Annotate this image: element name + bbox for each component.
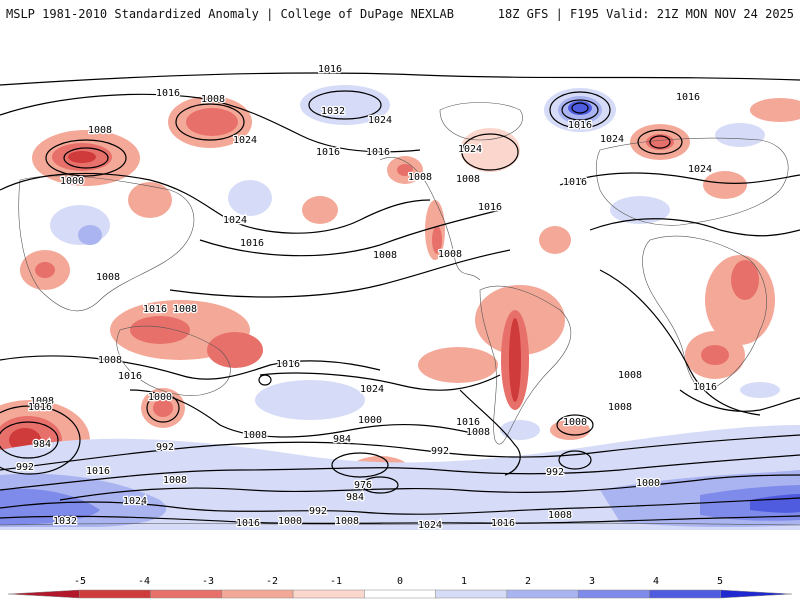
isobar-label: 1024 xyxy=(688,164,712,175)
isobar-label: 1032 xyxy=(321,106,345,117)
isobar-label: 1008 xyxy=(548,510,572,521)
isobar-label: 1008 xyxy=(163,475,187,486)
colorbar-swatch xyxy=(7,589,80,599)
isobar-label: 1024 xyxy=(223,215,247,226)
isobar-label: 1032 xyxy=(53,516,77,527)
colorbar-tick-label: -5 xyxy=(74,576,86,587)
isobar-label: 1016 xyxy=(143,304,167,315)
isobar-label: 1024 xyxy=(458,144,482,155)
coastlines xyxy=(0,102,800,526)
isobar-label: 1016 xyxy=(318,64,342,75)
isobar-label: 992 xyxy=(156,442,174,453)
isobar-label: 1016 xyxy=(240,238,264,249)
isobar-label: 1008 xyxy=(608,402,632,413)
isobar-label: 1008 xyxy=(243,430,267,441)
isobar-contours xyxy=(0,72,800,524)
header-bar: MSLP 1981-2010 Standardized Anomaly | Co… xyxy=(0,0,800,30)
isobar-label: 1016 xyxy=(236,518,260,529)
colorbar-swatch xyxy=(577,589,650,599)
colorbar-swatch xyxy=(292,589,365,599)
isobar-label: 1008 xyxy=(456,174,480,185)
isobar-label: 984 xyxy=(33,439,51,450)
isobar-label: 1016 xyxy=(693,382,717,393)
colorbar-swatches xyxy=(7,589,793,599)
isobar-label: 1016 xyxy=(316,147,340,158)
isobar-label: 992 xyxy=(16,462,34,473)
colorbar-tick-label: -1 xyxy=(330,576,342,587)
isobar-label: 1024 xyxy=(123,496,147,507)
colorbar-swatch xyxy=(150,589,223,599)
isobar-label: 1008 xyxy=(466,427,490,438)
isobar-label: 992 xyxy=(309,506,327,517)
isobar-label: 1016 xyxy=(478,202,502,213)
map-title: MSLP 1981-2010 Standardized Anomaly | Co… xyxy=(6,7,454,21)
colorbar-tick-label: 2 xyxy=(525,576,531,587)
isobar-label: 1016 xyxy=(568,120,592,131)
isobar-label: 1008 xyxy=(335,516,359,527)
colorbar-swatch xyxy=(720,589,793,599)
isobar-label: 1024 xyxy=(368,115,392,126)
isobar-label: 1008 xyxy=(173,304,197,315)
isobar-label: 1024 xyxy=(600,134,624,145)
isobar-label: 976 xyxy=(354,480,372,491)
colorbar-tick-label: -2 xyxy=(266,576,278,587)
isobar-label: 1008 xyxy=(438,249,462,260)
isobar-label: 1008 xyxy=(201,94,225,105)
isobar-label: 1000 xyxy=(148,392,172,403)
colorbar-tick-label: 3 xyxy=(589,576,595,587)
colorbar-tick-label: -3 xyxy=(202,576,214,587)
isobar-label: 992 xyxy=(431,446,449,457)
isobar-label: 1016 xyxy=(156,88,180,99)
isobar-label: 1024 xyxy=(360,384,384,395)
isobar-label: 1000 xyxy=(636,478,660,489)
isobar-label: 1016 xyxy=(28,402,52,413)
colorbar-tick-label: 5 xyxy=(717,576,723,587)
isobar-label: 992 xyxy=(546,467,564,478)
positive-anomaly-shading xyxy=(0,85,800,530)
isobar-label: 1016 xyxy=(491,518,515,529)
colorbar-tick-label: 0 xyxy=(397,576,403,587)
isobar-label: 1024 xyxy=(418,520,442,531)
colorbar-swatch xyxy=(506,589,579,599)
colorbar-swatch xyxy=(435,589,508,599)
isobar-label: 1016 xyxy=(86,466,110,477)
isobar-label: 1008 xyxy=(30,396,54,407)
isobar-label: 1000 xyxy=(278,516,302,527)
isobar-label: 1016 xyxy=(676,92,700,103)
colorbar-tick-label: 4 xyxy=(653,576,659,587)
isobar-label: 984 xyxy=(333,434,351,445)
colorbar-swatch xyxy=(364,589,436,599)
anomaly-colorbar: -5 -4 -3 -2 -1 0 1 2 3 4 5 xyxy=(7,576,793,599)
isobar-label: 1016 xyxy=(366,147,390,158)
isobar-label: 1008 xyxy=(408,172,432,183)
isobar-label: 1000 xyxy=(358,415,382,426)
isobar-label: 1000 xyxy=(60,176,84,187)
isobar-label: 1008 xyxy=(96,272,120,283)
model-valid-time: 18Z GFS | F195 Valid: 21Z MON NOV 24 202… xyxy=(497,7,794,21)
colorbar-tick-label: 1 xyxy=(461,576,467,587)
isobar-label: 1016 xyxy=(563,177,587,188)
isobar-label: 1008 xyxy=(88,125,112,136)
isobar-label: 1000 xyxy=(563,417,587,428)
isobar-label: 1008 xyxy=(98,355,122,366)
isobar-label: 1016 xyxy=(118,371,142,382)
colorbar-swatch xyxy=(221,589,294,599)
colorbar-tick-labels: -5 -4 -3 -2 -1 0 1 2 3 4 5 xyxy=(74,576,723,587)
isobar-label: 1008 xyxy=(618,370,642,381)
colorbar-swatch xyxy=(649,589,721,599)
isobar-label: 1024 xyxy=(233,135,257,146)
isobar-label: 984 xyxy=(346,492,364,503)
isobar-label: 1016 xyxy=(276,359,300,370)
isobar-label: 1016 xyxy=(456,417,480,428)
colorbar-tick-label: -4 xyxy=(138,576,150,587)
colorbar-swatch xyxy=(79,589,151,599)
isobar-label: 1008 xyxy=(373,250,397,261)
